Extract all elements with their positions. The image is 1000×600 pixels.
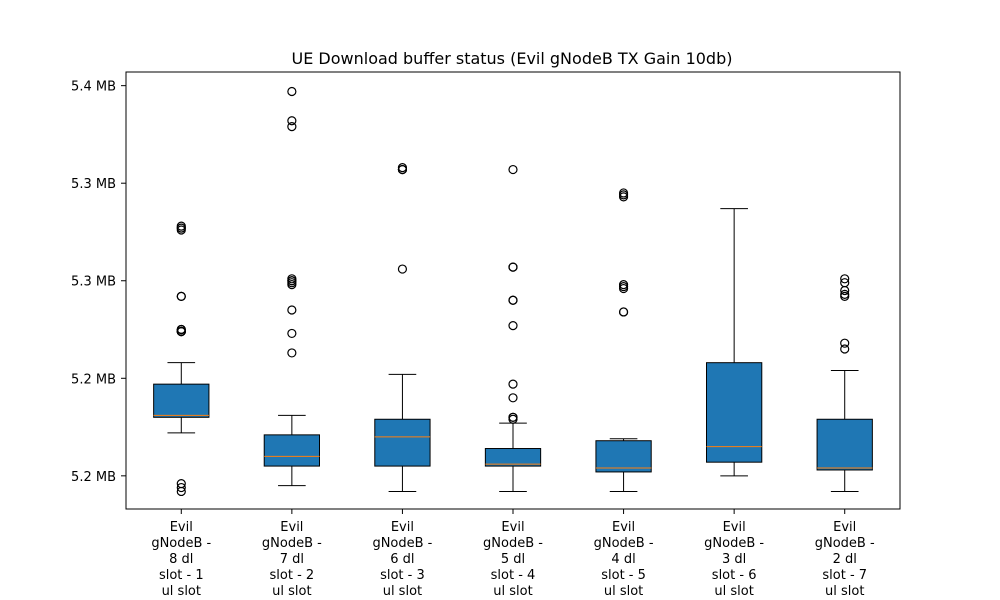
x-tick-label: slot - 2 <box>270 568 315 583</box>
outlier-point <box>840 274 850 284</box>
x-tick-label: slot - 6 <box>712 568 757 583</box>
y-tick-label: 5.2 MB <box>71 372 116 387</box>
x-tick-label: 7 dl <box>280 552 304 567</box>
x-tick-label: slot - 3 <box>380 568 425 583</box>
outlier-point <box>508 393 518 403</box>
x-tick-label: 4 dl <box>611 552 635 567</box>
x-tick-label: gNodeB - <box>704 536 764 551</box>
outlier-point <box>508 412 518 422</box>
outlier-point <box>176 221 186 231</box>
box-iqr <box>153 383 210 418</box>
x-tick-label: gNodeB - <box>483 536 543 551</box>
x-tick-label: ul slot <box>825 584 864 599</box>
y-tick-label: 5.4 MB <box>71 80 116 95</box>
outlier-point <box>508 379 518 389</box>
box-iqr <box>816 418 873 471</box>
x-tick-label: slot - 1 <box>159 568 204 583</box>
box-iqr <box>263 434 321 467</box>
outlier-point <box>508 164 518 175</box>
chart-title: UE Download buffer status (Evil gNodeB T… <box>292 49 733 68</box>
x-tick-label: 8 dl <box>169 552 193 567</box>
outlier-point <box>618 307 629 317</box>
x-tick-label: ul slot <box>162 584 201 599</box>
boxes-layer <box>153 86 873 497</box>
outlier-point <box>287 122 297 132</box>
x-tick-label: slot - 4 <box>491 568 536 583</box>
outlier-point <box>176 291 186 301</box>
box-group <box>706 208 763 477</box>
x-tick-label: gNodeB - <box>262 536 322 551</box>
box-group <box>484 164 542 492</box>
x-tick-label: Evil <box>391 520 414 535</box>
outlier-point <box>287 305 297 315</box>
x-tick-label: ul slot <box>272 584 311 599</box>
outlier-point <box>840 289 850 300</box>
x-tick-label: 3 dl <box>722 552 746 567</box>
box-iqr <box>706 362 763 463</box>
outlier-point <box>840 338 850 348</box>
outlier-point <box>508 321 518 331</box>
outlier-point <box>287 274 297 284</box>
x-tick-label: ul slot <box>383 584 422 599</box>
x-tick-label: gNodeB - <box>151 536 211 551</box>
box-group <box>595 188 652 492</box>
outlier-point <box>287 86 297 97</box>
y-tick-label: 5.2 MB <box>71 470 116 485</box>
box-group <box>153 221 210 497</box>
y-axis: 5.2 MB 5.2 MB 5.3 MB 5.3 MB 5.4 MB <box>71 80 126 485</box>
outlier-point <box>176 479 186 489</box>
outlier-point <box>176 324 186 335</box>
x-tick-label: slot - 5 <box>601 568 646 583</box>
box-iqr <box>374 418 431 467</box>
outlier-point <box>287 348 297 358</box>
outlier-point <box>397 264 408 274</box>
x-tick-label: Evil <box>501 520 524 535</box>
x-tick-label: Evil <box>723 520 746 535</box>
outlier-point <box>508 262 518 272</box>
box-group <box>816 274 873 492</box>
outlier-point <box>287 328 297 339</box>
x-tick-label: gNodeB - <box>372 536 432 551</box>
x-tick-label: ul slot <box>493 584 532 599</box>
y-tick-label: 5.3 MB <box>71 177 116 192</box>
box-iqr <box>484 448 542 467</box>
box-group <box>374 162 431 492</box>
x-tick-label: 2 dl <box>833 552 857 567</box>
x-tick-label: 6 dl <box>390 552 414 567</box>
x-tick-label: gNodeB - <box>594 536 654 551</box>
outlier-point <box>840 344 850 354</box>
outlier-point <box>397 162 408 173</box>
y-tick-label: 5.3 MB <box>71 275 116 290</box>
x-tick-label: 5 dl <box>501 552 525 567</box>
box-group <box>263 86 321 487</box>
box-iqr <box>595 440 652 473</box>
x-tick-label: slot - 7 <box>822 568 867 583</box>
outlier-point <box>618 188 629 198</box>
outlier-point <box>840 278 850 288</box>
x-tick-label: Evil <box>612 520 635 535</box>
x-tick-label: ul slot <box>604 584 643 599</box>
outlier-point <box>618 280 629 290</box>
x-tick-label: Evil <box>280 520 303 535</box>
x-tick-label: ul slot <box>714 584 753 599</box>
outlier-point <box>508 295 518 305</box>
x-tick-label: gNodeB - <box>815 536 875 551</box>
outlier-point <box>176 482 186 493</box>
x-tick-label: Evil <box>833 520 856 535</box>
x-tick-label: Evil <box>170 520 193 535</box>
outlier-point <box>287 116 297 126</box>
